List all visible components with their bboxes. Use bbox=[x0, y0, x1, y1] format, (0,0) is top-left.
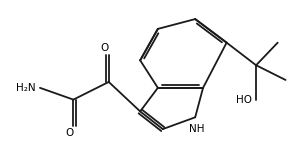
Text: HO: HO bbox=[236, 95, 252, 105]
Text: H₂N: H₂N bbox=[16, 83, 36, 93]
Text: NH: NH bbox=[189, 124, 205, 134]
Text: O: O bbox=[65, 128, 74, 138]
Text: O: O bbox=[101, 43, 109, 53]
